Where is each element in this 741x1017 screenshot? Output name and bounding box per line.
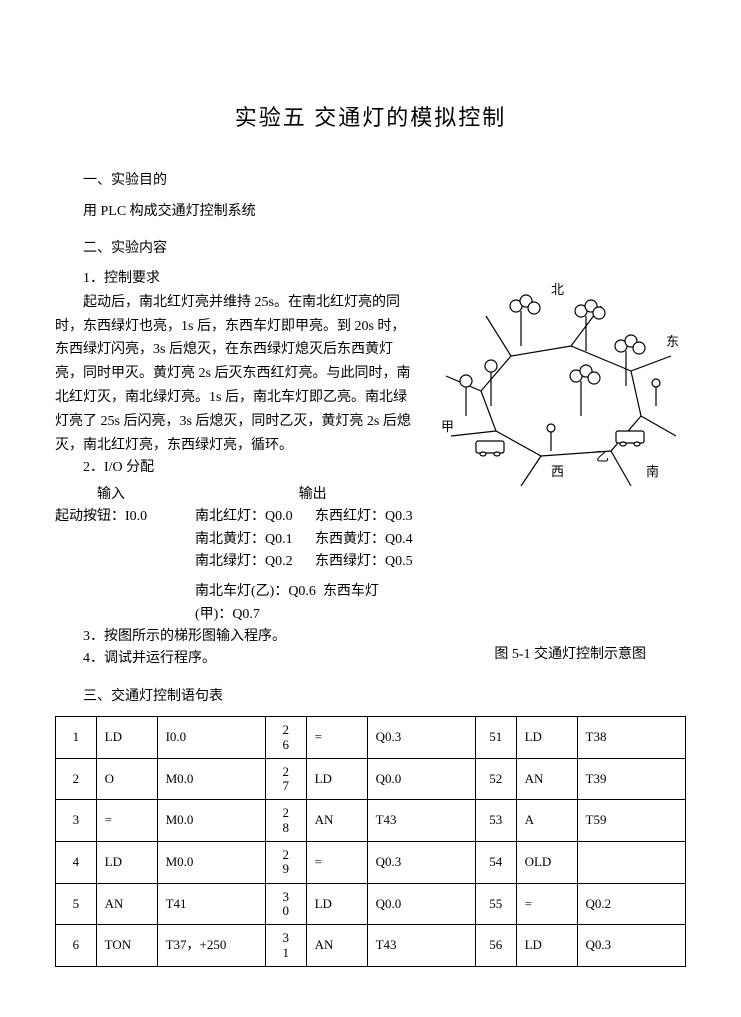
table-cell: 27 — [265, 758, 306, 800]
table-cell: T43 — [367, 925, 475, 967]
table-row: 4LDM0.029=Q0.354OLD — [56, 842, 686, 884]
table-cell: 5 — [56, 883, 97, 925]
label-jia: 甲 — [441, 419, 454, 434]
table-cell: OLD — [516, 842, 577, 884]
table-cell: T37，+250 — [157, 925, 265, 967]
io-output-header: 输出 — [299, 484, 411, 506]
section-3-heading: 三、交通灯控制语句表 — [55, 686, 686, 708]
label-north: 北 — [551, 282, 564, 297]
table-cell: 29 — [265, 842, 306, 884]
table-cell: 54 — [475, 842, 516, 884]
section-2-heading: 二、实验内容 — [55, 238, 686, 260]
table-cell: Q0.3 — [367, 717, 475, 759]
table-cell: LD — [96, 717, 157, 759]
table-cell: Q0.3 — [367, 842, 475, 884]
table-cell: TON — [96, 925, 157, 967]
section-1-body: 用 PLC 构成交通灯控制系统 — [55, 201, 686, 223]
table-cell: M0.0 — [157, 842, 265, 884]
table-cell: 56 — [475, 925, 516, 967]
table-cell: = — [306, 842, 367, 884]
table-cell: T41 — [157, 883, 265, 925]
io-r2a: 南北绿灯：Q0.2 — [195, 551, 315, 573]
label-yi: 乙 — [596, 449, 609, 464]
table-cell: 53 — [475, 800, 516, 842]
io-car-2: (甲)：Q0.7 — [195, 604, 260, 626]
io-car-1: 南北车灯(乙)：Q0.6 东西车灯(甲)：Q0.7东西车灯 — [195, 581, 379, 603]
item-4: 4．调试并运行程序。 — [55, 648, 286, 670]
table-cell: 51 — [475, 717, 516, 759]
table-cell: I0.0 — [157, 717, 265, 759]
table-cell: Q0.0 — [367, 883, 475, 925]
table-cell — [577, 842, 685, 884]
io-r1b: 东西黄灯：Q0.4 — [315, 529, 435, 551]
table-cell: = — [516, 883, 577, 925]
table-row: 3=M0.028ANT4353AT59 — [56, 800, 686, 842]
table-cell: Q0.2 — [577, 883, 685, 925]
table-cell: 52 — [475, 758, 516, 800]
table-cell: = — [96, 800, 157, 842]
label-west-inner: 西 — [551, 464, 564, 479]
table-row: 5ANT4130LDQ0.055=Q0.2 — [56, 883, 686, 925]
table-cell: LD — [516, 717, 577, 759]
table-cell: Q0.3 — [577, 925, 685, 967]
section-1-heading: 一、实验目的 — [55, 170, 686, 192]
table-row: 2OM0.027LDQ0.052ANT39 — [56, 758, 686, 800]
io-table: 输入 输出 起动按钮：I0.0 南北红灯：Q0.0 东西红灯：Q0.3 南北黄灯… — [55, 484, 686, 626]
table-cell: 31 — [265, 925, 306, 967]
table-cell: M0.0 — [157, 800, 265, 842]
table-cell: A — [516, 800, 577, 842]
table-cell: 6 — [56, 925, 97, 967]
figure-caption: 图 5-1 交通灯控制示意图 — [494, 626, 686, 671]
table-cell: 26 — [265, 717, 306, 759]
table-cell: 55 — [475, 883, 516, 925]
io-input-header: 输入 — [55, 484, 186, 506]
table-cell: 28 — [265, 800, 306, 842]
table-cell: LD — [96, 842, 157, 884]
table-row: 6TONT37，+25031ANT4356LDQ0.3 — [56, 925, 686, 967]
table-cell: 1 — [56, 717, 97, 759]
io-r0b: 东西红灯：Q0.3 — [315, 506, 435, 528]
table-cell: = — [306, 717, 367, 759]
table-row: 1LDI0.026=Q0.351LDT38 — [56, 717, 686, 759]
instruction-table: 1LDI0.026=Q0.351LDT382OM0.027LDQ0.052ANT… — [55, 716, 686, 967]
table-cell: M0.0 — [157, 758, 265, 800]
page-title: 实验五 交通灯的模拟控制 — [55, 100, 686, 135]
table-cell: O — [96, 758, 157, 800]
table-cell: Q0.0 — [367, 758, 475, 800]
table-cell: AN — [96, 883, 157, 925]
table-cell: LD — [306, 758, 367, 800]
table-cell: T43 — [367, 800, 475, 842]
label-south: 南 — [646, 464, 659, 479]
traffic-diagram: 北 东 南 西 甲 乙 — [421, 276, 686, 499]
table-cell: 4 — [56, 842, 97, 884]
table-cell: T39 — [577, 758, 685, 800]
item-3: 3．按图所示的梯形图输入程序。 — [55, 626, 286, 648]
intersection-diagram-svg: 北 东 南 西 甲 乙 — [421, 276, 681, 491]
table-cell: T38 — [577, 717, 685, 759]
table-cell: AN — [306, 925, 367, 967]
io-input-label: 起动按钮：I0.0 — [55, 506, 195, 528]
label-east: 东 — [666, 334, 679, 349]
table-cell: 2 — [56, 758, 97, 800]
table-cell: LD — [516, 925, 577, 967]
io-r0a: 南北红灯：Q0.0 — [195, 506, 315, 528]
io-r2b: 东西绿灯：Q0.5 — [315, 551, 435, 573]
io-r1a: 南北黄灯：Q0.1 — [195, 529, 315, 551]
table-cell: AN — [516, 758, 577, 800]
table-cell: T59 — [577, 800, 685, 842]
table-cell: 30 — [265, 883, 306, 925]
table-cell: LD — [306, 883, 367, 925]
table-cell: AN — [306, 800, 367, 842]
table-cell: 3 — [56, 800, 97, 842]
